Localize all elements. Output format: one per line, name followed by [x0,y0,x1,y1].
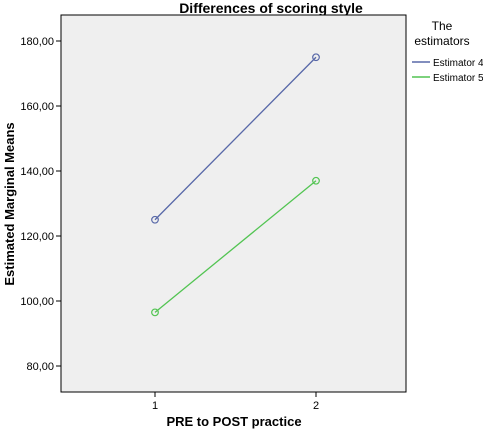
legend-label: Estimator 5 [433,73,483,84]
y-tick-label: 120,00 [20,231,54,243]
x-tick-label: 1 [152,400,158,412]
y-tick-label: 140,00 [20,166,54,178]
data-point [312,176,320,185]
legend-label: Estimator 4 [433,58,483,69]
series-layer [151,53,320,317]
y-tick-label: 100,00 [20,296,54,308]
y-axis-label: Estimated Marginal Means [2,122,17,285]
chart-title: Differences of scoring style [179,0,363,16]
y-tick-label: 80,00 [26,361,54,373]
data-point [312,53,320,62]
series-line-1 [154,56,317,221]
series-line-2 [154,180,317,313]
legend-title-line-1: The [432,19,453,33]
y-tick-label: 180,00 [20,36,54,48]
data-point [151,308,159,317]
x-axis-label: PRE to POST practice [166,414,301,429]
plot-area [60,14,407,393]
data-point [151,215,159,224]
y-tick-label: 160,00 [20,101,54,113]
legend-title-line-2: estimators [414,34,469,48]
legend: The estimators Estimator 4 Estimator 5 [412,19,483,84]
y-axis: 80,00 100,00 120,00 140,00 160,00 180,00 [20,36,61,373]
x-tick-label: 2 [313,400,319,412]
